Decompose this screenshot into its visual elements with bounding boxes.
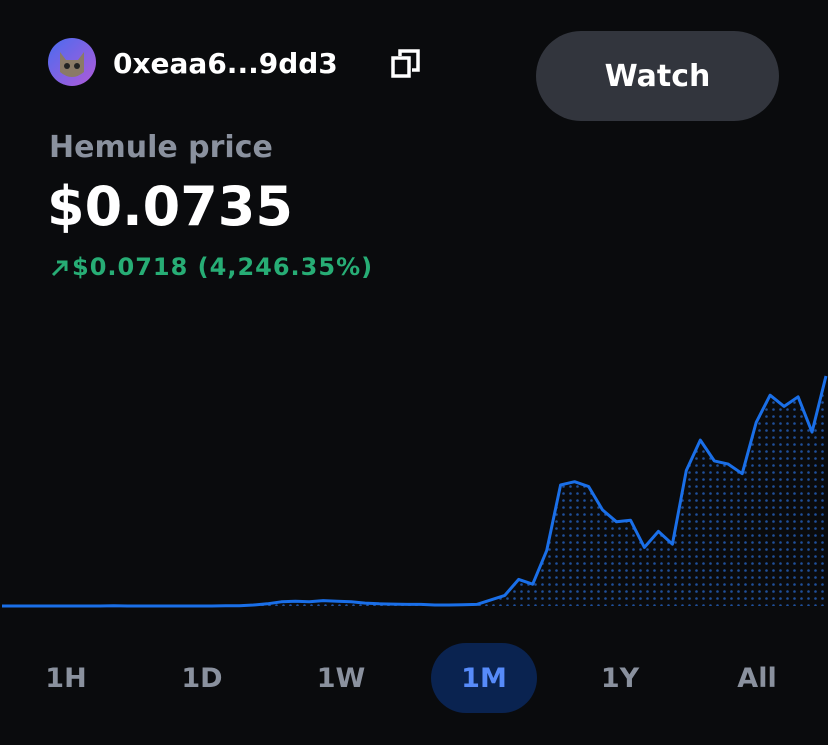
up-arrow — [51, 260, 68, 277]
range-tab[interactable]: 1M — [431, 643, 537, 713]
range-tab[interactable]: All — [737, 662, 777, 694]
price-line — [2, 375, 828, 608]
range-tab[interactable]: 1D — [181, 662, 223, 694]
range-tab[interactable]: 1H — [45, 662, 87, 694]
range-tab[interactable]: 1W — [316, 662, 366, 694]
watch-button[interactable]: Watch — [536, 31, 779, 121]
avatar — [48, 38, 96, 86]
price-change: $0.0718 (4,246.35%) — [72, 253, 374, 281]
range-tabs: 1H 1D 1W 1M 1Y All — [0, 643, 828, 713]
wallet-address: 0xeaa6...9dd3 — [113, 47, 338, 80]
price-chart — [2, 375, 828, 608]
price-area — [2, 376, 826, 606]
price-value: $0.0735 — [47, 175, 293, 238]
price-label: Hemule price — [49, 130, 273, 165]
copy-icon[interactable] — [390, 48, 422, 80]
range-tab[interactable]: 1Y — [600, 662, 640, 694]
